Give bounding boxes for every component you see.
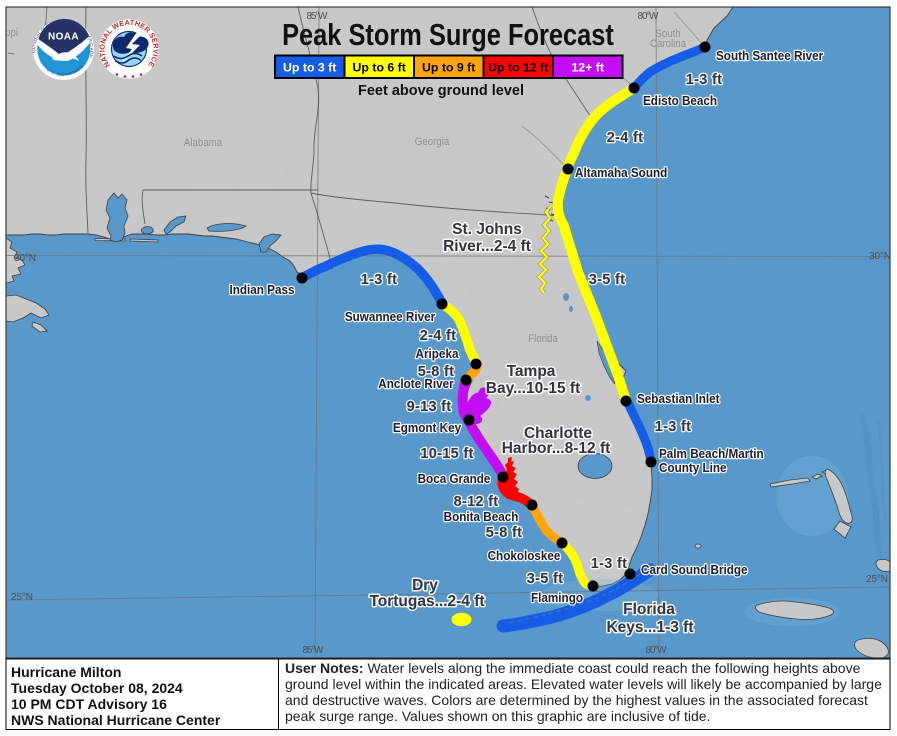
svg-text:Boca Grande: Boca Grande [418,471,491,486]
svg-text:1-3 ft: 1-3 ft [591,556,627,572]
svg-text:Dry: Dry [412,577,438,594]
svg-text:Palm Beach/Martin: Palm Beach/Martin [659,446,764,461]
svg-text:Georgia: Georgia [415,137,450,149]
svg-text:Charlotte: Charlotte [524,425,592,442]
svg-text:1-3 ft: 1-3 ft [686,72,722,88]
svg-text:Card Sound Bridge: Card Sound Bridge [641,562,748,577]
svg-text:5-8 ft: 5-8 ft [418,364,454,380]
svg-text:Flamingo: Flamingo [531,590,583,605]
svg-text:Altamaha Sound: Altamaha Sound [575,165,667,180]
svg-text:South Santee River: South Santee River [716,48,823,63]
svg-text:1-3 ft: 1-3 ft [361,272,397,288]
svg-text:Keys...1-3 ft: Keys...1-3 ft [606,619,693,636]
svg-text:85°W: 85°W [307,11,329,22]
svg-text:Feet above ground level: Feet above ground level [358,83,524,99]
svg-text:3-5 ft: 3-5 ft [527,571,563,587]
svg-text:Edisto Beach: Edisto Beach [643,93,717,108]
svg-text:peak surge range. Values shown: peak surge range. Values shown on this g… [285,708,710,724]
svg-text:Up to 12 ft: Up to 12 ft [488,61,548,75]
svg-text:Tortugas...2-4 ft: Tortugas...2-4 ft [369,593,484,610]
svg-text:12+ ft: 12+ ft [571,61,603,75]
svg-text:Carolina: Carolina [650,39,686,51]
svg-text:30°N: 30°N [14,253,36,264]
svg-text:Sebastian Inlet: Sebastian Inlet [637,391,720,406]
svg-text:Egmont Key: Egmont Key [393,420,461,435]
svg-text:Anclote River: Anclote River [378,376,454,391]
svg-text:Up to 3 ft: Up to 3 ft [283,61,336,75]
svg-text:Bay...10-15 ft: Bay...10-15 ft [486,380,580,397]
svg-text:NWS National Hurricane Center: NWS National Hurricane Center [11,712,221,728]
svg-text:85°W: 85°W [303,645,325,656]
svg-text:ground level within the indica: ground level within the indicated areas.… [285,676,882,692]
svg-text:80°W: 80°W [638,11,660,22]
svg-text:Indian Pass: Indian Pass [230,282,295,297]
svg-text:Alabama: Alabama [184,138,222,150]
svg-text:County Line: County Line [659,460,727,475]
svg-text:St. Johns: St. Johns [452,221,522,238]
svg-text:10-15 ft: 10-15 ft [420,446,473,462]
svg-text:2-4 ft: 2-4 ft [420,328,456,344]
svg-text:3-5 ft: 3-5 ft [589,272,625,288]
svg-text:Harbor...8-12 ft: Harbor...8-12 ft [502,440,611,457]
svg-text:Tuesday October 08, 2024: Tuesday October 08, 2024 [11,680,183,696]
svg-text:and destructive waves. Colors: and destructive waves. Colors are determ… [285,692,868,708]
svg-text:Florida: Florida [623,601,675,618]
svg-text:25°N: 25°N [11,592,33,603]
svg-text:8-12 ft: 8-12 ft [454,494,499,510]
svg-text:25°N: 25°N [866,574,888,585]
svg-text:Mississippi: Mississippi [0,28,18,40]
svg-text:Florida: Florida [528,334,558,346]
svg-text:River...2-4 ft: River...2-4 ft [443,238,531,255]
svg-text:User Notes: Water levels along: User Notes: Water levels along the immed… [285,660,861,676]
svg-text:Suwannee River: Suwannee River [345,309,436,324]
svg-text:Aripeka: Aripeka [416,346,459,361]
svg-text:NOAA: NOAA [48,32,79,43]
svg-text:Hurricane Milton: Hurricane Milton [11,664,121,680]
svg-text:10 PM CDT Advisory 16: 10 PM CDT Advisory 16 [11,696,167,712]
svg-text:Bonita Beach: Bonita Beach [444,509,519,524]
svg-text:Chokoloskee: Chokoloskee [488,548,561,563]
svg-text:9-13 ft: 9-13 ft [407,399,452,415]
svg-text:South: South [655,29,681,41]
svg-text:2-4 ft: 2-4 ft [607,130,643,146]
svg-text:Up to 6 ft: Up to 6 ft [353,61,406,75]
svg-text:5-8 ft: 5-8 ft [486,525,522,541]
svg-text:30°N: 30°N [869,251,891,262]
svg-text:Up to 9 ft: Up to 9 ft [422,61,475,75]
svg-text:80°W: 80°W [646,645,668,656]
svg-text:Peak Storm Surge Forecast: Peak Storm Surge Forecast [282,18,614,53]
svg-text:1-3 ft: 1-3 ft [655,419,691,435]
svg-text:Tampa: Tampa [507,363,556,380]
